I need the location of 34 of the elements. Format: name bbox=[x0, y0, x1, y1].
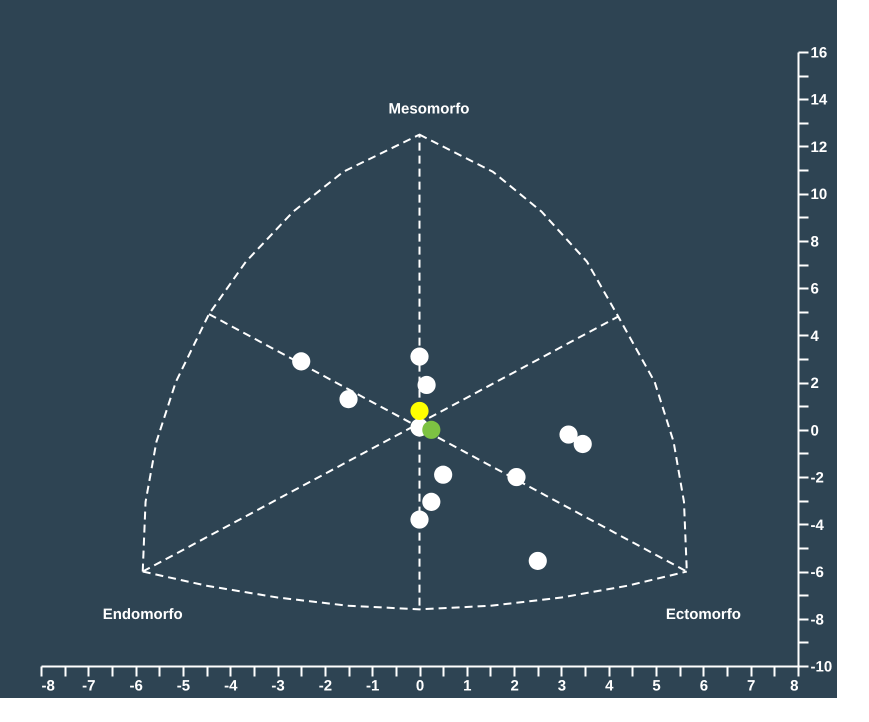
x-tick-label: -1 bbox=[366, 678, 380, 694]
y-tick-label: 4 bbox=[810, 328, 820, 345]
y-tick-label: 10 bbox=[810, 186, 828, 204]
y-tick-label: 12 bbox=[810, 138, 828, 156]
x-tick-label: 6 bbox=[700, 678, 708, 694]
x-tick-label: 8 bbox=[790, 678, 798, 694]
y-tick-label: -4 bbox=[810, 516, 824, 534]
y-tick-label: 8 bbox=[810, 233, 819, 250]
x-tick-label: -7 bbox=[82, 678, 96, 694]
x-tick-label: -4 bbox=[224, 678, 238, 694]
x-tick-label: -8 bbox=[42, 678, 55, 694]
x-tick-label: 2 bbox=[510, 678, 519, 694]
x-tick-label: 0 bbox=[416, 678, 424, 694]
y-tick-label: -8 bbox=[810, 611, 824, 628]
x-tick-label: -6 bbox=[129, 678, 143, 694]
annotation: Endomorfo bbox=[102, 606, 183, 624]
y-tick-label: 16 bbox=[810, 44, 828, 62]
annotation: Mesomorfo bbox=[388, 100, 470, 118]
y-tick-label: 2 bbox=[810, 375, 819, 392]
y-tick-label: 6 bbox=[810, 280, 819, 298]
y-tick-label: -6 bbox=[810, 564, 824, 582]
x-tick-label: -2 bbox=[318, 678, 332, 694]
x-tick-label: 4 bbox=[605, 678, 614, 694]
x-tick-label: 7 bbox=[747, 678, 756, 694]
y-tick-label: 14 bbox=[810, 92, 828, 109]
y-tick-label: -10 bbox=[810, 658, 832, 676]
x-tick-label: 1 bbox=[463, 678, 472, 694]
x-tick-label: 5 bbox=[652, 678, 661, 694]
x-tick-label: -3 bbox=[271, 678, 285, 694]
x-tick-label: -5 bbox=[176, 678, 190, 694]
x-tick-label: 3 bbox=[558, 678, 566, 694]
annotation: Ectomorfo bbox=[666, 606, 741, 624]
y-tick-label: 0 bbox=[810, 422, 819, 440]
y-tick-label: -2 bbox=[810, 470, 824, 487]
